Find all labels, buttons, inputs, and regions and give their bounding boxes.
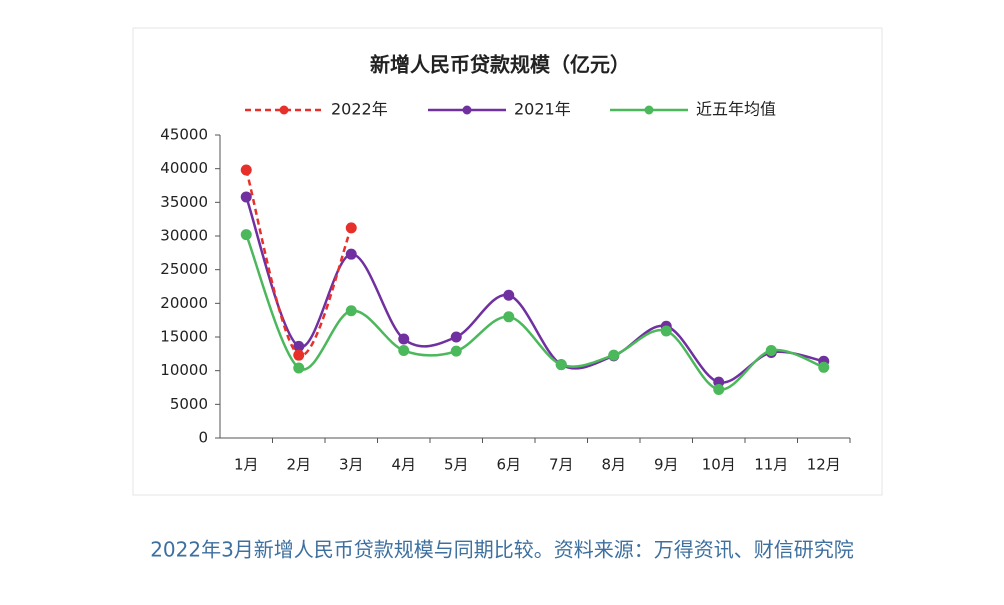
y-tick-label: 45000 — [160, 126, 208, 144]
point — [346, 222, 357, 233]
legend-marker — [463, 106, 472, 115]
point — [451, 346, 462, 357]
x-tick-label: 1月 — [234, 456, 259, 474]
point — [818, 362, 829, 373]
point — [241, 165, 252, 176]
point — [293, 350, 304, 361]
point — [241, 229, 252, 240]
x-tick-label: 6月 — [496, 456, 521, 474]
point — [661, 325, 672, 336]
y-tick-label: 20000 — [160, 294, 208, 312]
chart: 新增人民币贷款规模（亿元） 2022年3月新增人民币贷款规模与同期比较。资料来源… — [0, 0, 1004, 601]
chart-title: 新增人民币贷款规模（亿元） — [370, 53, 630, 77]
point — [398, 334, 409, 345]
x-tick-label: 2月 — [286, 456, 311, 474]
point — [503, 290, 514, 301]
point — [503, 311, 514, 322]
y-tick-label: 0 — [198, 429, 208, 447]
y-tick-label: 15000 — [160, 328, 208, 346]
x-tick-label: 7月 — [549, 456, 574, 474]
x-tick-label: 11月 — [754, 456, 788, 474]
x-tick-label: 8月 — [601, 456, 626, 474]
y-tick-label: 30000 — [160, 227, 208, 245]
legend-label: 2021年 — [514, 100, 571, 119]
y-tick-label: 35000 — [160, 193, 208, 211]
point — [556, 359, 567, 370]
legend-label: 近五年均值 — [696, 100, 776, 119]
chart-panel — [133, 28, 882, 495]
y-tick-label: 10000 — [160, 361, 208, 379]
point — [398, 345, 409, 356]
point — [241, 191, 252, 202]
x-tick-label: 3月 — [339, 456, 364, 474]
x-tick-label: 10月 — [702, 456, 736, 474]
caption: 2022年3月新增人民币贷款规模与同期比较。资料来源：万得资讯、财信研究院 — [150, 538, 854, 562]
point — [713, 384, 724, 395]
page: 新增人民币贷款规模（亿元） 2022年3月新增人民币贷款规模与同期比较。资料来源… — [0, 0, 1004, 601]
y-tick-label: 40000 — [160, 159, 208, 177]
point — [346, 249, 357, 260]
x-tick-label: 4月 — [391, 456, 416, 474]
y-tick-label: 25000 — [160, 260, 208, 278]
point — [766, 345, 777, 356]
point — [608, 350, 619, 361]
x-tick-label: 5月 — [444, 456, 469, 474]
legend-marker — [645, 106, 654, 115]
y-tick-label: 5000 — [170, 395, 208, 413]
point — [451, 332, 462, 343]
x-tick-label: 12月 — [807, 456, 841, 474]
legend-label: 2022年 — [331, 100, 388, 119]
legend-marker — [280, 106, 289, 115]
x-tick-label: 9月 — [654, 456, 679, 474]
point — [346, 305, 357, 316]
point — [293, 362, 304, 373]
